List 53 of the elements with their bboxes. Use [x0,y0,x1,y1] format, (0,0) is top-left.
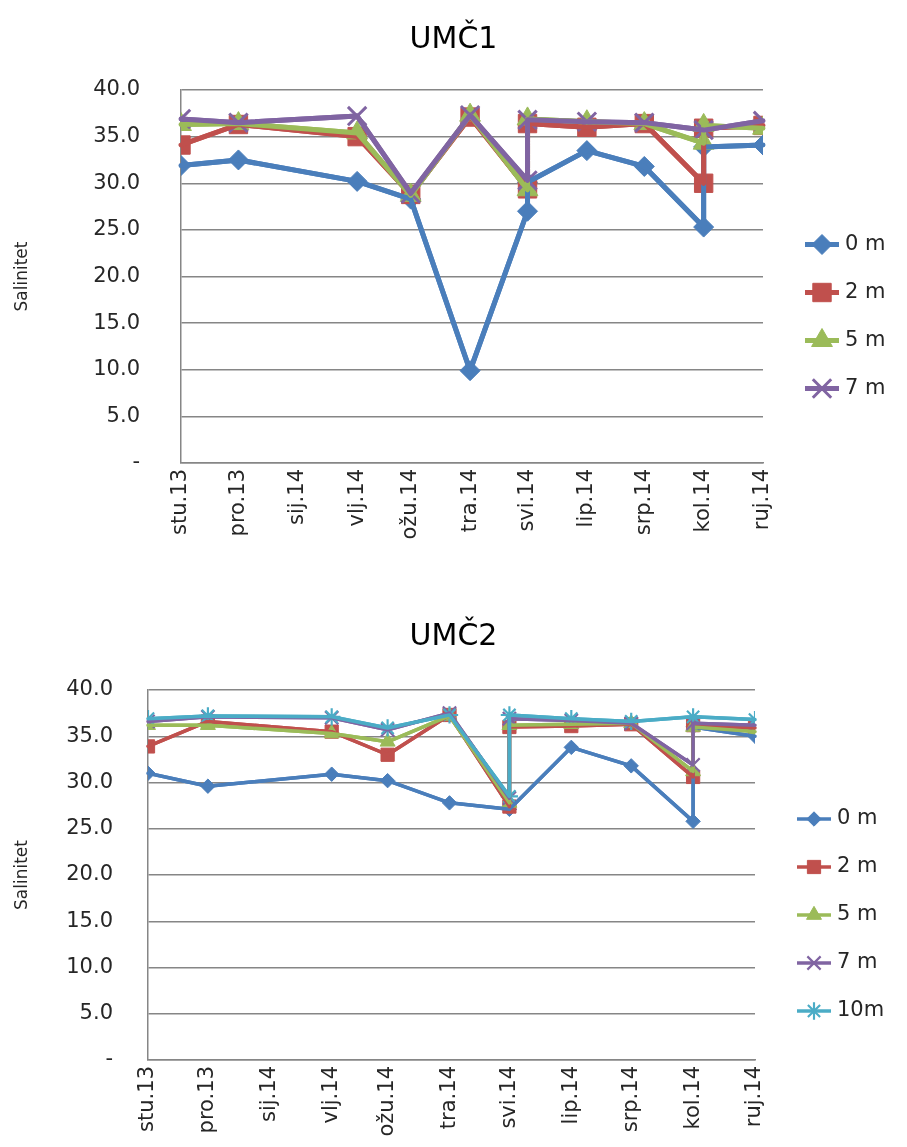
x-tick-label: stu.13 [167,469,192,535]
x-tick-label: ruj.14 [741,1066,766,1128]
legend-label: 7 m [837,949,878,974]
y-tick-label: 5.0 [79,1000,113,1025]
x-tick-label: tra.14 [435,1066,460,1130]
y-tick-label: 40.0 [66,676,113,701]
y-tick-label: 35.0 [66,722,113,747]
x-tick-label: vlj.14 [318,1066,343,1124]
x-tick-label: ruj.14 [749,469,774,531]
y-tick-label: 20.0 [93,262,140,287]
x-tick-label: sij.14 [284,469,309,526]
legend-label: 5 m [845,326,886,351]
y-tick-label: 30.0 [93,169,140,194]
x-tick-label: ožu.14 [374,1066,399,1137]
y-tick-label: 15.0 [93,309,140,334]
y-tick-label: 30.0 [66,768,113,793]
y-axis-title: Salinitet [10,241,31,312]
y-tick-label: 25.0 [66,815,113,840]
legend-label: 0 m [845,230,886,255]
x-tick-label: srp.14 [630,469,655,536]
y-tick-label: 15.0 [66,907,113,932]
x-tick-label: lip.14 [557,1066,582,1125]
x-tick-label: vlj.14 [343,469,368,527]
x-tick-label: svi.14 [513,469,538,532]
x-tick-label: sij.14 [256,1066,281,1123]
x-tick-label: pro.13 [194,1066,219,1134]
x-tick-label: stu.13 [134,1066,159,1132]
chart-title: UMČ2 [409,615,498,652]
x-tick-label: ožu.14 [397,469,422,540]
y-tick-label: 10.0 [93,356,140,381]
x-tick-label: kol.14 [679,1066,704,1130]
y-tick-label: 5.0 [106,402,140,427]
x-tick-label: srp.14 [617,1066,642,1133]
legend-label: 7 m [845,374,886,399]
y-tick-label: 25.0 [93,216,140,241]
x-tick-label: svi.14 [495,1066,520,1129]
legend-label: 0 m [837,805,878,830]
y-axis-title: Salinitet [10,839,31,910]
legend-label: 2 m [845,278,886,303]
x-tick-label: pro.13 [224,469,249,537]
chart-title: UMČ1 [409,18,498,55]
y-tick-label: 35.0 [93,123,140,148]
x-tick-label: tra.14 [456,469,481,533]
y-tick-label: - [105,1046,113,1071]
legend-label: 10m [837,997,885,1022]
y-tick-label: - [132,449,140,474]
x-tick-label: lip.14 [573,469,598,528]
y-tick-label: 10.0 [66,953,113,978]
x-tick-label: kol.14 [690,469,715,533]
legend-label: 5 m [837,901,878,926]
y-tick-label: 20.0 [66,861,113,886]
y-tick-label: 40.0 [93,76,140,101]
legend-label: 2 m [837,853,878,878]
